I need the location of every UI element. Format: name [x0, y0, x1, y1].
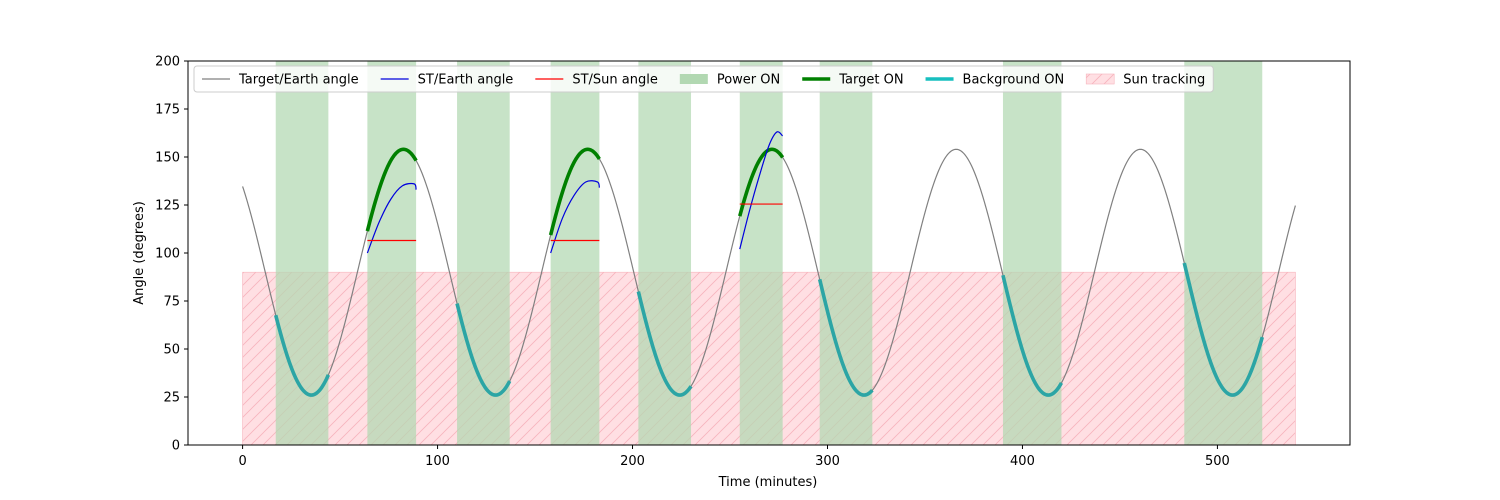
legend-label-st-earth: ST/Earth angle [418, 73, 514, 88]
power-on-span-7 [819, 61, 873, 445]
x-tick-label: 500 [1205, 454, 1230, 469]
background-on-segment-4 [817, 278, 874, 397]
background-on-segment-5 [1001, 274, 1064, 397]
y-tick-label: 100 [155, 247, 180, 262]
st-earth-angle-line-1 [366, 182, 417, 254]
power-on-spans [275, 61, 1263, 445]
x-tick-label: 200 [620, 454, 645, 469]
st-earth-angle-line-3 [739, 131, 784, 250]
y-tick-label: 200 [155, 55, 180, 70]
target-on-segment-3 [738, 147, 785, 217]
target-on-segment-1 [365, 147, 418, 232]
y-tick-label: 50 [163, 343, 180, 358]
power-on-span-6 [739, 61, 783, 445]
y-tick-label: 25 [163, 391, 180, 406]
power-on-span-2 [367, 61, 417, 445]
legend-label-target-on: Target ON [838, 73, 903, 88]
angle-series [242, 131, 1296, 397]
legend-swatch-power-on [679, 74, 708, 84]
x-tick-label: 400 [1010, 454, 1035, 469]
power-on-span-9 [1184, 61, 1263, 445]
x-axis-label: Time (minutes) [718, 475, 818, 490]
background-on-segment-1 [273, 314, 331, 397]
y-tick-label: 150 [155, 151, 180, 166]
legend-label-power-on: Power ON [717, 73, 780, 88]
legend-label-sun-tracking: Sun tracking [1123, 73, 1205, 88]
st-earth-angle-line-2 [550, 180, 600, 254]
target-on-segment-2 [548, 147, 601, 236]
legend: Target/Earth angle ST/Earth angle ST/Sun a… [193, 65, 1214, 93]
x-tick-label: 300 [815, 454, 840, 469]
legend-label-background-on: Background ON [963, 73, 1065, 88]
x-tick-label: 0 [238, 454, 246, 469]
power-on-span-4 [550, 61, 600, 445]
y-axis-label: Angle (degrees) [132, 201, 147, 305]
axes [184, 60, 1351, 449]
y-tick-label: 175 [155, 103, 180, 118]
legend-swatch-sun-tracking [1085, 73, 1115, 85]
y-tick-label: 125 [155, 199, 180, 214]
background-on-segment-6 [1182, 262, 1265, 397]
tick-labels: 0 100 200 300 400 500 0 25 50 75 100 125 150 175 200 [155, 55, 1230, 470]
power-on-span-8 [1002, 61, 1062, 445]
power-on-span-1 [275, 61, 329, 445]
background-on-segment-2 [455, 303, 512, 397]
background-on-segment-3 [636, 291, 693, 397]
x-tick-label: 100 [425, 454, 450, 469]
legend-label-st-sun: ST/Sun angle [572, 73, 658, 88]
legend-label-target-earth: Target/Earth angle [238, 73, 359, 88]
y-tick-label: 75 [163, 295, 180, 310]
power-on-span-5 [638, 61, 692, 445]
y-tick-label: 0 [172, 439, 180, 454]
